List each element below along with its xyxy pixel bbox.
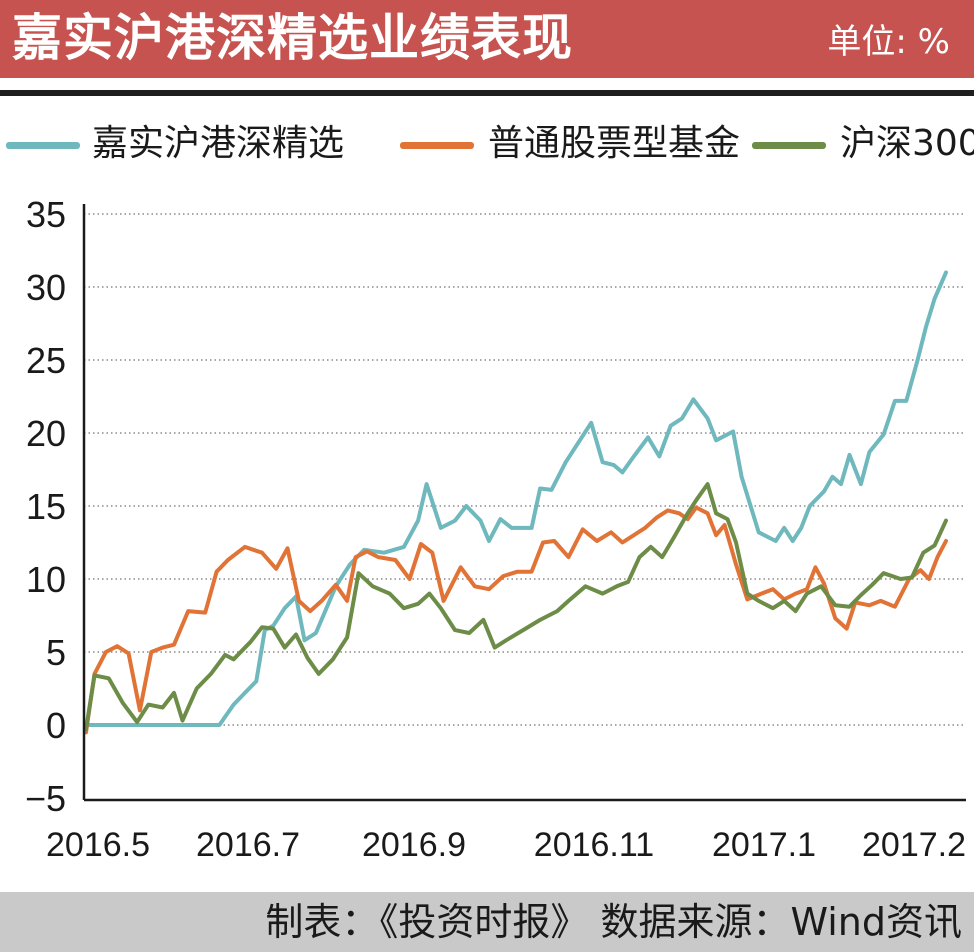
series-lines bbox=[84, 270, 948, 735]
x-tick-label: 2016.9 bbox=[362, 826, 466, 864]
axis-tick-labels: 35 30 25 20 15 10 5 0 −5 2016.5 2016.7 2016.9 2016.1… bbox=[25, 194, 966, 864]
legend-swatch-series-3 bbox=[752, 142, 826, 149]
chart-axes bbox=[82, 204, 966, 802]
line-chart: 35 30 25 20 15 10 5 0 −5 2016.5 2016.7 2016.9 2016.1… bbox=[25, 194, 966, 864]
y-tick-label: 15 bbox=[26, 486, 66, 527]
y-tick-label: −5 bbox=[25, 778, 66, 819]
chart-header: 嘉实沪港深精选业绩表现 单位: % bbox=[0, 0, 974, 78]
legend-label-series-2: 普通股票型基金 bbox=[488, 123, 741, 164]
unit-label: 单位: % bbox=[827, 22, 950, 62]
y-tick-label: 30 bbox=[26, 267, 66, 308]
chart-title: 嘉实沪港深精选业绩表现 bbox=[12, 9, 573, 67]
y-tick-label: 10 bbox=[26, 559, 66, 600]
grid-lines bbox=[84, 213, 966, 726]
legend-swatch-series-2 bbox=[400, 142, 474, 149]
legend-swatch-series-1 bbox=[6, 142, 80, 149]
y-tick-label: 0 bbox=[46, 705, 66, 746]
legend-label-series-3: 沪深300 bbox=[840, 123, 974, 164]
x-tick-label: 2016.11 bbox=[534, 826, 654, 864]
x-tick-label: 2016.7 bbox=[196, 826, 300, 864]
x-tick-label: 2017.2 bbox=[862, 826, 966, 864]
x-tick-label: 2016.5 bbox=[46, 826, 150, 864]
footer-bar: 制表：《投资时报》 数据来源：Wind资讯 bbox=[0, 892, 974, 952]
y-tick-label: 5 bbox=[46, 632, 66, 673]
source-note: 制表：《投资时报》 数据来源：Wind资讯 bbox=[265, 900, 962, 944]
series-line-1 bbox=[84, 270, 948, 727]
series-line-2 bbox=[84, 505, 948, 735]
y-tick-label: 35 bbox=[26, 194, 66, 235]
series-line-3 bbox=[84, 482, 948, 732]
chart-legend: 嘉实沪港深精选 普通股票型基金 沪深300 bbox=[0, 118, 974, 168]
header-divider bbox=[0, 90, 974, 96]
y-tick-label: 25 bbox=[26, 340, 66, 381]
legend-label-series-1: 嘉实沪港深精选 bbox=[92, 123, 345, 164]
x-tick-label: 2017.1 bbox=[712, 826, 816, 864]
y-tick-label: 20 bbox=[26, 413, 66, 454]
